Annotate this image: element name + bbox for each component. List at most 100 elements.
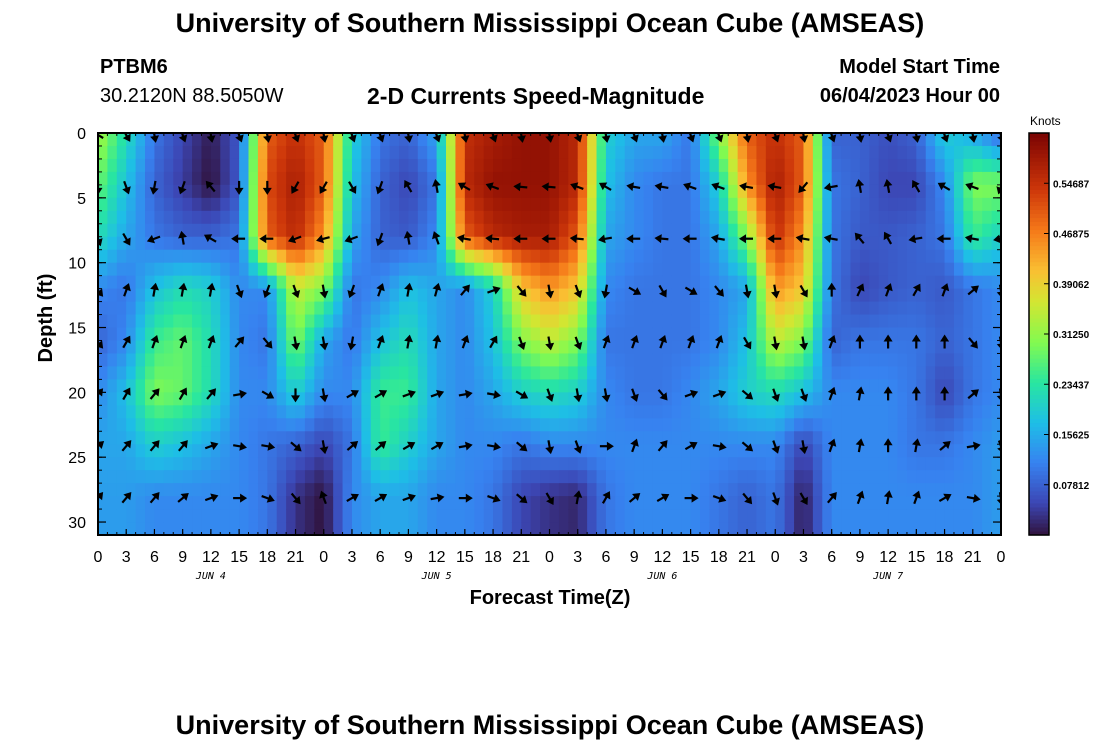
heatmap-cell xyxy=(239,262,250,277)
heatmap-cell xyxy=(333,366,344,380)
heatmap-cell xyxy=(192,262,203,277)
heatmap-cell xyxy=(831,262,842,277)
heatmap-cell xyxy=(163,184,174,199)
heatmap-cell xyxy=(878,457,889,471)
heatmap-cell xyxy=(474,236,485,251)
heatmap-cell xyxy=(380,223,391,238)
heatmap-cell xyxy=(239,288,250,303)
heatmap-cell xyxy=(323,223,334,238)
heatmap-cell xyxy=(643,223,654,238)
heatmap-cell xyxy=(361,171,372,186)
heatmap-cell xyxy=(530,184,541,199)
current-arrow xyxy=(178,440,188,452)
heatmap-cell xyxy=(267,405,278,419)
heatmap-cell xyxy=(220,405,231,419)
heatmap-cell xyxy=(587,483,598,497)
colorbar-segment xyxy=(1029,530,1049,536)
heatmap-cell xyxy=(652,145,663,160)
heatmap-cell xyxy=(370,457,381,471)
colorbar-segment xyxy=(1029,217,1049,223)
colorbar-segment xyxy=(1029,185,1049,190)
heatmap-cell xyxy=(98,392,109,406)
heatmap-cell xyxy=(549,327,560,342)
heatmap-cell xyxy=(446,457,457,471)
heatmap-cell xyxy=(248,249,259,264)
heatmap-cell xyxy=(747,509,758,523)
heatmap-cell xyxy=(925,457,936,471)
heatmap-cell xyxy=(549,392,560,406)
heatmap-cell xyxy=(286,457,297,471)
heatmap-cell xyxy=(154,184,165,199)
heatmap-cell xyxy=(850,418,861,432)
heatmap-cell xyxy=(502,275,513,290)
current-arrow xyxy=(657,440,668,452)
heatmap-cell xyxy=(333,145,344,160)
heatmap-cell xyxy=(728,444,739,458)
heatmap-cell xyxy=(145,418,156,432)
heatmap-cell xyxy=(145,249,156,264)
heatmap-cell xyxy=(558,133,569,147)
heatmap-cell xyxy=(859,340,870,355)
current-arrow xyxy=(630,334,639,349)
heatmap-cell xyxy=(483,418,494,432)
heatmap-cell xyxy=(493,262,504,277)
heatmap-cell xyxy=(775,327,786,342)
heatmap-cell xyxy=(596,133,607,147)
heatmap-cell xyxy=(916,496,927,510)
heatmap-cell xyxy=(944,197,955,212)
heatmap-cell xyxy=(201,236,212,251)
heatmap-cell xyxy=(446,223,457,238)
heatmap-cell xyxy=(502,418,513,432)
heatmap-cell xyxy=(399,392,410,406)
heatmap-cell xyxy=(464,249,475,264)
heatmap-cell xyxy=(991,522,1001,535)
heatmap-cell xyxy=(925,353,936,368)
heatmap-cell xyxy=(822,288,833,303)
heatmap-cell xyxy=(643,288,654,303)
heatmap-cell xyxy=(953,379,964,393)
heatmap-cell xyxy=(135,392,146,406)
heatmap-cell xyxy=(897,184,908,199)
heatmap-cell xyxy=(991,197,1001,212)
heatmap-cell xyxy=(342,366,353,380)
heatmap-cell xyxy=(417,262,428,277)
heatmap-cell xyxy=(925,133,936,147)
current-arrow xyxy=(658,284,667,298)
current-arrow xyxy=(347,284,356,299)
heatmap-cell xyxy=(794,457,805,471)
current-arrow xyxy=(178,387,188,401)
heatmap-cell xyxy=(248,483,259,497)
heatmap-cell xyxy=(953,418,964,432)
heatmap-cell xyxy=(248,327,259,342)
heatmap-cell xyxy=(521,483,532,497)
heatmap-cell xyxy=(925,158,936,173)
heatmap-cell xyxy=(220,158,231,173)
heatmap-cell xyxy=(314,301,325,316)
heatmap-cell xyxy=(812,405,823,419)
heatmap-cell xyxy=(906,314,917,329)
heatmap-cell xyxy=(869,262,880,277)
heatmap-cell xyxy=(210,366,221,380)
heatmap-cell xyxy=(972,249,983,264)
heatmap-cell xyxy=(323,522,334,535)
colorbar-segment xyxy=(1029,342,1049,347)
heatmap-cell xyxy=(304,171,315,186)
current-arrow xyxy=(654,182,669,192)
heatmap-cell xyxy=(803,509,814,523)
heatmap-cell xyxy=(869,340,880,355)
heatmap-cell xyxy=(540,353,551,368)
chart-subtitle: 2-D Currents Speed-Magnitude xyxy=(367,83,705,109)
current-arrow xyxy=(431,179,441,193)
heatmap-cell xyxy=(314,197,325,212)
heatmap-cell xyxy=(709,262,720,277)
heatmap-cell xyxy=(464,327,475,342)
heatmap-cell xyxy=(615,522,626,535)
current-arrow xyxy=(711,182,725,191)
heatmap-cell xyxy=(380,197,391,212)
heatmap-cell xyxy=(126,314,137,329)
heatmap-cell xyxy=(351,327,362,342)
heatmap-cell xyxy=(953,288,964,303)
colorbar-segment xyxy=(1029,382,1049,387)
heatmap-cell xyxy=(690,405,701,419)
heatmap-cell xyxy=(210,314,221,329)
